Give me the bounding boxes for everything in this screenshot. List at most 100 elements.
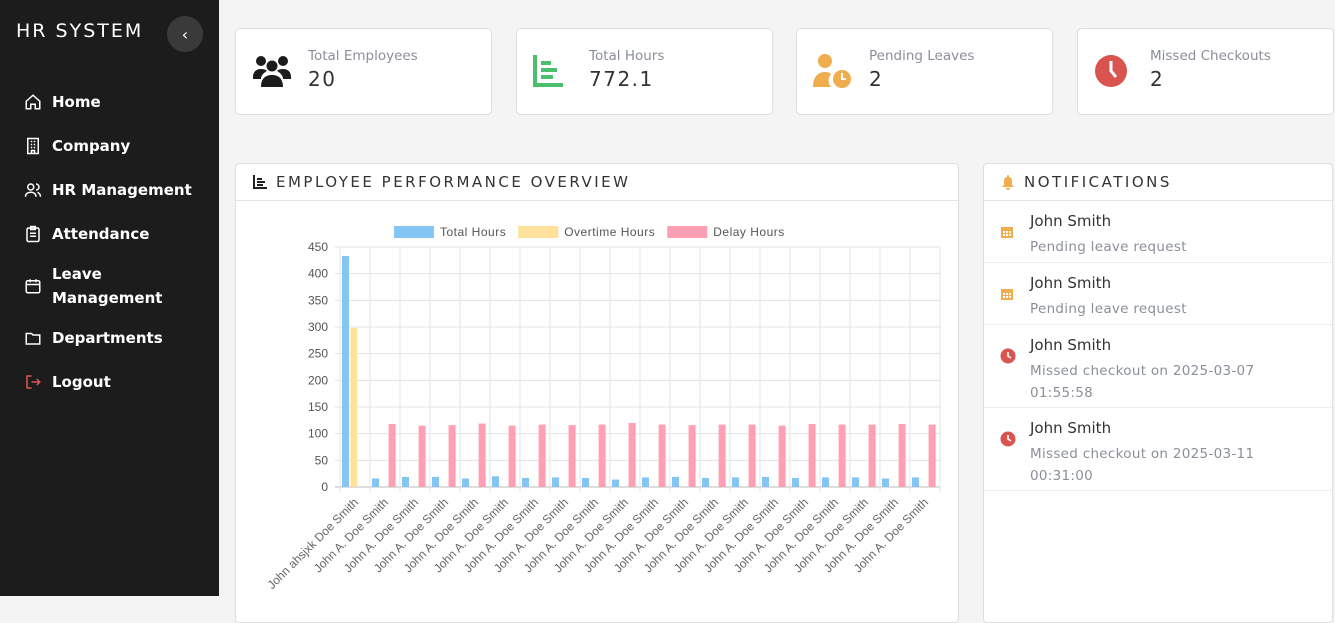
notification-text: Missed checkout on 2025-03-07 01:55:58 [1030,363,1255,401]
bar-total-hours[interactable] [582,477,589,487]
clock-icon [1000,418,1016,490]
bar-delay-hours[interactable] [418,425,426,487]
bar-delay-hours[interactable] [688,425,696,487]
bar-delay-hours[interactable] [478,423,486,487]
bar-total-hours[interactable] [672,476,679,487]
bar-delay-hours[interactable] [838,424,846,487]
sidebar-item-hr-management[interactable]: HR Management [0,168,219,212]
sidebar-item-logout[interactable]: Logout [0,360,219,404]
notification-item[interactable]: John Smith Pending leave request [984,263,1332,325]
legend-label[interactable]: Overtime Hours [564,225,655,239]
notification-item[interactable]: John Smith Missed checkout on 2025-03-07 … [984,325,1332,408]
bar-total-hours[interactable] [612,479,619,487]
bar-delay-hours[interactable] [718,424,726,487]
y-tick-label: 250 [308,347,328,361]
bar-total-hours[interactable] [882,478,889,487]
chart-bar-icon [533,55,563,87]
notification-name: John Smith [1030,274,1112,292]
bar-total-hours[interactable] [402,476,409,487]
stat-value: 2 [1150,67,1165,91]
clock-icon [1000,335,1016,407]
bar-delay-hours[interactable] [898,424,906,487]
bar-total-hours[interactable] [822,477,829,487]
y-tick-label: 0 [321,480,328,494]
y-tick-label: 400 [308,267,328,281]
bar-delay-hours[interactable] [448,425,456,487]
notification-name: John Smith [1030,212,1112,230]
stat-label: Pending Leaves [869,48,975,64]
bar-total-hours[interactable] [522,477,529,487]
bar-total-hours[interactable] [912,477,919,487]
stat-card-pending-leaves: Pending Leaves 2 [796,28,1053,115]
bar-total-hours[interactable] [432,476,439,487]
bar-delay-hours[interactable] [928,424,936,487]
legend-swatch[interactable] [667,226,708,238]
bar-delay-hours[interactable] [778,425,786,487]
bar-total-hours[interactable] [762,476,769,487]
stat-card-missed-checkouts: Missed Checkouts 2 [1077,28,1334,115]
y-tick-label: 200 [308,373,328,387]
bar-delay-hours[interactable] [868,424,876,487]
sidebar-item-label: Home [52,93,101,111]
calendar-icon [25,279,41,294]
bar-total-hours[interactable] [732,477,739,487]
users-icon [24,183,42,197]
bar-overtime-hours[interactable] [350,328,358,487]
sidebar-item-leave-management[interactable]: Leave Management [0,256,219,316]
notification-text: Missed checkout on 2025-03-11 00:31:00 [1030,446,1255,484]
calendar-icon [1000,273,1016,324]
bar-total-hours[interactable] [342,256,349,487]
notification-text: Pending leave request [1030,301,1187,317]
sidebar-item-departments[interactable]: Departments [0,316,219,360]
stat-value: 20 [308,67,337,91]
sidebar-item-label: Leave Management [52,265,163,307]
sidebar-item-company[interactable]: Company [0,124,219,168]
bar-total-hours[interactable] [462,478,469,487]
bar-total-hours[interactable] [492,476,499,487]
notification-text: Pending leave request [1030,239,1187,255]
y-tick-label: 350 [308,293,328,307]
bar-delay-hours[interactable] [628,423,636,487]
legend-swatch[interactable] [518,226,559,238]
bar-delay-hours[interactable] [748,424,756,487]
bar-delay-hours[interactable] [808,424,816,487]
bar-delay-hours[interactable] [388,424,396,487]
users-icon [253,56,291,87]
bar-total-hours[interactable] [642,477,649,487]
bar-delay-hours[interactable] [568,425,576,487]
sidebar-item-home[interactable]: Home [0,80,219,124]
clock-icon [1095,55,1127,87]
performance-header: EMPLOYEE PERFORMANCE OVERVIEW [236,164,958,201]
sidebar-item-attendance[interactable]: Attendance [0,212,219,256]
building-icon [27,137,39,155]
bar-delay-hours[interactable] [508,425,516,487]
sidebar-item-label: HR Management [52,181,192,199]
bar-total-hours[interactable] [372,478,379,487]
bar-total-hours[interactable] [552,477,559,487]
notification-item[interactable]: John Smith Pending leave request [984,201,1332,263]
panel-title: EMPLOYEE PERFORMANCE OVERVIEW [276,173,631,191]
bar-total-hours[interactable] [702,477,709,487]
collapse-sidebar-button[interactable]: ‹ [167,16,203,52]
notification-name: John Smith [1030,336,1112,354]
clipboard-icon [26,225,40,243]
y-tick-label: 450 [308,240,328,254]
sidebar-item-label: Logout [52,373,111,391]
legend-label[interactable]: Delay Hours [713,225,785,239]
notifications-panel: NOTIFICATIONS John Smith Pending leave re… [983,163,1333,623]
bar-delay-hours[interactable] [598,424,606,487]
stat-label: Total Hours [589,48,665,64]
bar-delay-hours[interactable] [538,424,546,487]
bar-delay-hours[interactable] [658,424,666,487]
bell-icon [1002,175,1014,190]
sidebar-nav: Home Company HR Management Attendance Le… [0,80,219,404]
bar-total-hours[interactable] [792,477,799,487]
notification-item[interactable]: John Smith Missed checkout on 2025-03-11 … [984,408,1332,491]
legend-swatch[interactable] [394,226,434,238]
bar-total-hours[interactable] [852,477,859,487]
notification-name: John Smith [1030,419,1112,437]
stat-card-total-hours: Total Hours 772.1 [516,28,773,115]
user-clock-icon [813,54,851,88]
legend-label[interactable]: Total Hours [440,225,506,239]
